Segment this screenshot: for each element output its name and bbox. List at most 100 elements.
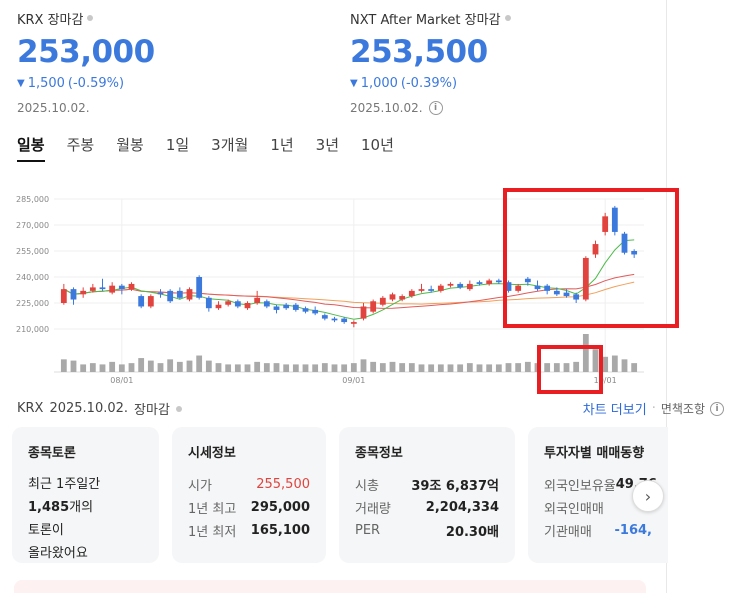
- volume-bar: [205, 360, 212, 372]
- volume-bar: [437, 364, 444, 372]
- volume-bar: [273, 363, 280, 372]
- candle-body: [331, 318, 338, 321]
- x-tick-label: 08/01: [110, 376, 133, 385]
- candlestick-chart[interactable]: 285,000 270,000 255,000 240,000 225,000 210,0…: [14, 182, 654, 392]
- candle-body: [341, 318, 348, 323]
- x-tick-label: 09/01: [342, 376, 365, 385]
- volume-bar: [128, 363, 135, 372]
- candle-body: [292, 304, 299, 310]
- row-per: PER 20.30배: [355, 523, 499, 540]
- candle-body: [437, 285, 444, 291]
- volume-bar: [283, 364, 290, 372]
- candle-body: [515, 285, 522, 291]
- candle-body: [495, 280, 502, 283]
- y-tick-label: 240,000: [16, 273, 49, 282]
- volume-bar: [244, 364, 251, 372]
- card-investor-trend[interactable]: 투자자별 매매동향 외국인보유율49.76 외국인매매- 기관매매-164,: [528, 427, 668, 563]
- volume-bar: [341, 364, 348, 372]
- candle-body: [109, 285, 116, 293]
- bottom-banner: [14, 580, 646, 593]
- forum-summary: 최근 1주일간 1,485개의 토론이 올라왔어요: [28, 477, 101, 561]
- ma-line-mid: [63, 273, 635, 309]
- candle-body: [196, 277, 203, 298]
- volume-bar: [418, 364, 425, 372]
- candle-body: [631, 251, 638, 255]
- disclaimer-link[interactable]: 면책조항: [660, 402, 705, 416]
- volume-bar: [476, 364, 483, 372]
- info-icon[interactable]: i: [428, 101, 443, 115]
- row-institution-trade: 기관매매 -164,: [544, 523, 652, 540]
- volume-bar: [321, 363, 328, 372]
- card-market-info[interactable]: 시세정보 시가 255,500 1년 최고 295,000 1년 최저 165,100: [172, 427, 326, 563]
- candle-body: [70, 289, 77, 300]
- tab-monthly[interactable]: 월봉: [116, 136, 144, 154]
- card-title: 종목토론: [28, 446, 76, 461]
- candle-body: [563, 292, 570, 297]
- tab-weekly[interactable]: 주봉: [66, 136, 95, 154]
- volume-bar: [563, 363, 570, 372]
- volume-bar: [292, 364, 299, 372]
- row-open: 시가 255,500: [188, 477, 310, 494]
- nxt-label: NXT After Market 장마감: [350, 8, 511, 28]
- volume-bar: [457, 364, 464, 372]
- card-forum[interactable]: 종목토론 최근 1주일간 1,485개의 토론이 올라왔어요: [12, 427, 159, 563]
- volume-bar: [89, 363, 96, 372]
- candle-body: [621, 233, 628, 253]
- card-title: 시세정보: [188, 446, 236, 461]
- footer-status: 장마감: [134, 403, 170, 418]
- volume-bar: [447, 364, 454, 372]
- highlight-box-price: [503, 188, 679, 328]
- candle-body: [118, 285, 125, 290]
- candle-body: [283, 304, 290, 309]
- volume-bar: [157, 363, 164, 372]
- volume-bar: [631, 363, 638, 372]
- volume-bar: [399, 363, 406, 372]
- volume-bar: [225, 364, 232, 372]
- volume-bar: [99, 364, 106, 372]
- volume-bar: [621, 359, 628, 372]
- info-icon[interactable]: i: [710, 401, 724, 416]
- volume-bar: [215, 363, 222, 372]
- candle-body: [312, 309, 319, 314]
- nxt-date: 2025.10.02. i: [350, 99, 511, 117]
- card-stock-info[interactable]: 종목정보 시총 39조 6,837억 거래량 2,204,334 PER 20.30배: [339, 427, 515, 563]
- volume-bar: [350, 363, 357, 372]
- footer-exchange: KRX: [17, 401, 44, 416]
- nxt-quote: NXT After Market 장마감 253,500 ▼ 1,000 (-0…: [350, 8, 511, 117]
- candle-body: [176, 290, 183, 298]
- down-triangle-icon: ▼: [350, 77, 358, 89]
- volume-bar: [428, 364, 435, 372]
- candle-body: [360, 306, 367, 319]
- candle-body: [379, 297, 386, 305]
- volume-bar: [379, 363, 386, 372]
- tab-1year[interactable]: 1년: [270, 136, 294, 154]
- highlight-box-volume: [537, 345, 603, 394]
- volume-bar: [370, 361, 377, 372]
- candle-body: [611, 207, 618, 232]
- candle-body: [89, 287, 96, 291]
- volume-bar: [109, 361, 116, 372]
- candle-body: [147, 296, 154, 307]
- separator-dot: ·: [651, 401, 656, 416]
- candle-body: [399, 296, 406, 300]
- tab-3year[interactable]: 3년: [315, 136, 340, 154]
- tab-1day[interactable]: 1일: [165, 136, 190, 154]
- tab-daily[interactable]: 일봉: [17, 134, 45, 162]
- next-card-button[interactable]: ›: [632, 480, 664, 512]
- tab-10year[interactable]: 10년: [361, 136, 394, 154]
- candle-body: [80, 290, 87, 295]
- volume-bar: [167, 359, 174, 372]
- candle-body: [476, 282, 483, 284]
- volume-bar: [524, 361, 531, 372]
- volume-bar: [515, 363, 522, 372]
- row-volume: 거래량 2,204,334: [355, 500, 499, 517]
- tab-3month[interactable]: 3개월: [211, 136, 249, 154]
- row-year-low: 1년 최저 165,100: [188, 523, 310, 540]
- price-chart[interactable]: 285,000 270,000 255,000 240,000 225,000 210,0…: [14, 182, 654, 392]
- krx-change: ▼ 1,500 (-0.59%): [17, 75, 125, 91]
- volume-bar: [544, 363, 551, 372]
- volume-bar: [602, 356, 609, 372]
- candle-body: [592, 244, 599, 255]
- candle-body: [186, 289, 193, 300]
- chart-more-link[interactable]: 차트 더보기: [582, 403, 647, 418]
